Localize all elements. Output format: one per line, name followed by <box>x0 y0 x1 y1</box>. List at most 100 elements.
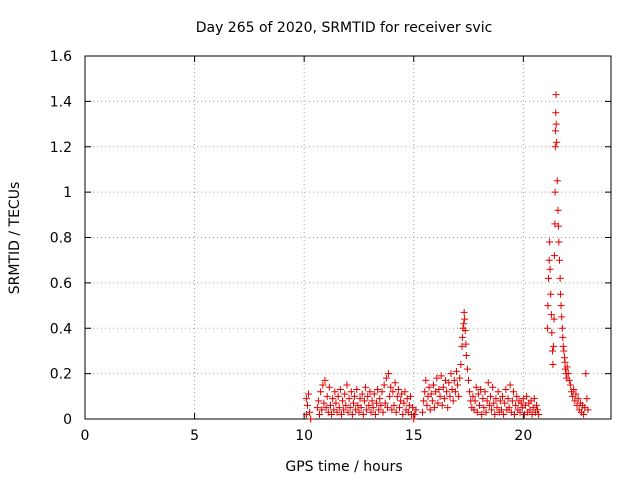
data-point <box>393 392 401 400</box>
data-point <box>320 399 328 407</box>
data-point <box>572 390 580 398</box>
data-point <box>460 308 468 316</box>
data-point <box>545 274 553 282</box>
data-point <box>570 386 578 394</box>
data-point <box>303 401 311 409</box>
data-point <box>557 290 565 298</box>
data-point <box>511 410 519 418</box>
data-point <box>552 109 560 117</box>
data-point <box>509 388 517 396</box>
data-point <box>401 388 409 396</box>
data-point <box>371 410 379 418</box>
data-point <box>466 388 474 396</box>
data-point <box>388 406 396 414</box>
data-point <box>482 408 490 416</box>
data-point <box>391 379 399 387</box>
data-point <box>355 408 363 416</box>
data-point <box>564 370 572 378</box>
data-point <box>433 374 441 382</box>
data-point <box>559 342 567 350</box>
x-tick-label: 10 <box>295 428 313 444</box>
data-point <box>333 408 341 416</box>
data-point <box>516 408 524 416</box>
data-point <box>472 383 480 391</box>
data-point <box>517 399 525 407</box>
data-point <box>400 399 408 407</box>
data-point <box>558 313 566 321</box>
data-point <box>580 410 588 418</box>
data-point <box>513 392 521 400</box>
data-point <box>492 395 500 403</box>
data-points <box>302 91 592 423</box>
data-point <box>411 410 419 418</box>
chart-title: Day 265 of 2020, SRMTID for receiver svi… <box>196 20 493 36</box>
data-point <box>390 401 398 409</box>
data-point <box>445 379 453 387</box>
data-point <box>425 383 433 391</box>
data-point <box>476 401 483 409</box>
data-point <box>367 408 375 416</box>
data-point <box>306 408 314 416</box>
data-point <box>465 376 473 384</box>
data-point <box>362 383 370 391</box>
data-point <box>319 381 327 389</box>
data-point <box>469 392 477 400</box>
data-point <box>574 395 582 403</box>
data-point <box>480 404 488 412</box>
data-point <box>339 397 347 405</box>
data-point <box>377 401 385 409</box>
x-axis-label: GPS time / hours <box>285 459 402 475</box>
data-point <box>550 342 558 350</box>
x-tick-label: 0 <box>81 428 90 444</box>
data-point <box>565 376 573 384</box>
data-point <box>342 401 350 409</box>
data-point <box>508 397 516 405</box>
data-point <box>412 406 420 414</box>
data-point <box>317 388 325 396</box>
data-point <box>558 324 566 332</box>
data-point <box>488 406 496 414</box>
data-point <box>553 177 561 185</box>
data-point <box>344 408 352 416</box>
data-point <box>423 401 431 409</box>
data-point <box>556 274 564 282</box>
data-point <box>343 381 351 389</box>
data-point <box>552 127 560 135</box>
data-point <box>458 342 466 350</box>
data-point <box>473 408 481 416</box>
data-point <box>332 399 340 407</box>
data-point <box>431 404 439 412</box>
data-point <box>345 395 353 403</box>
data-point <box>394 386 402 394</box>
y-tick-label: 0.8 <box>50 231 72 247</box>
data-point <box>477 386 485 394</box>
data-point <box>454 381 462 389</box>
data-point <box>501 399 509 407</box>
data-point <box>523 392 531 400</box>
data-point <box>334 392 342 400</box>
data-point <box>439 383 447 391</box>
data-point <box>481 388 489 396</box>
data-point <box>462 340 470 348</box>
data-point <box>381 399 389 407</box>
data-point <box>360 397 368 405</box>
data-point <box>499 392 507 400</box>
data-point <box>359 410 367 418</box>
data-point <box>348 410 356 418</box>
data-point <box>547 290 555 298</box>
data-point <box>559 333 567 341</box>
data-point <box>406 392 414 400</box>
data-point <box>460 320 468 328</box>
data-point <box>461 315 469 323</box>
data-point <box>478 410 486 418</box>
data-point <box>452 367 460 375</box>
y-tick-label: 1.4 <box>50 94 72 110</box>
data-point <box>557 302 565 310</box>
axis-ticks: 0 5 10 15 20 0 0.2 0.4 0.6 0.8 1 1.2 1.4 1.6 <box>50 49 611 444</box>
data-point <box>313 404 321 412</box>
data-point <box>396 404 404 412</box>
x-tick-label: 15 <box>405 428 423 444</box>
data-point <box>364 392 372 400</box>
data-point <box>379 408 387 416</box>
